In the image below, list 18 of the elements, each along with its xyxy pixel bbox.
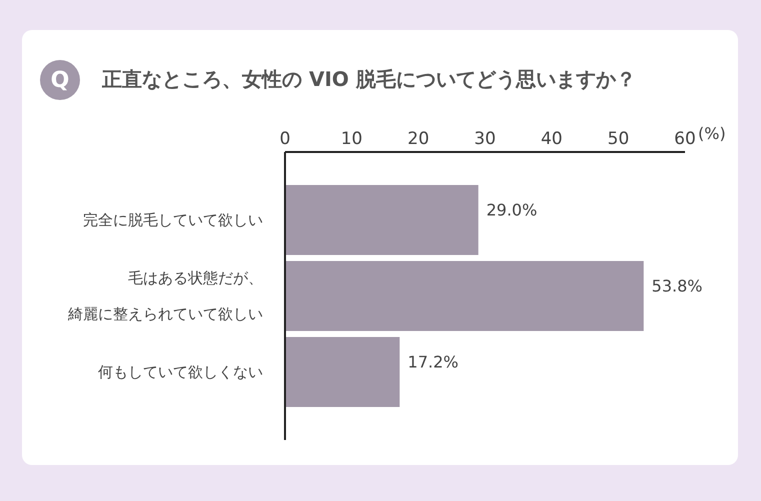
data-label: 53.8% [652,276,702,296]
x-tick-label: 20 [408,129,430,149]
data-label: 17.2% [408,352,458,372]
x-axis-title: (%) [698,124,726,143]
x-tick-label: 0 [280,129,290,149]
chart-title: 正直なところ、女性の VIO 脱毛についてどう思いますか？ [102,66,636,93]
x-tick-label: 30 [474,129,496,149]
y-tick-label: 何もしていて欲しくない [98,363,263,381]
x-tick-label: 50 [608,129,630,149]
bar [285,337,400,407]
x-tick-label: 40 [540,129,562,149]
data-label: 29.0% [486,200,538,220]
x-tick-label: 10 [340,129,362,149]
x-tick-label: 60 [674,129,696,149]
y-tick-label: 完全に脱毛していて欲しい [83,211,263,229]
category-label: 毛はある状態だが、綺麗に整えられていて欲しい [68,269,263,323]
bar [285,185,478,255]
bar [285,261,644,331]
